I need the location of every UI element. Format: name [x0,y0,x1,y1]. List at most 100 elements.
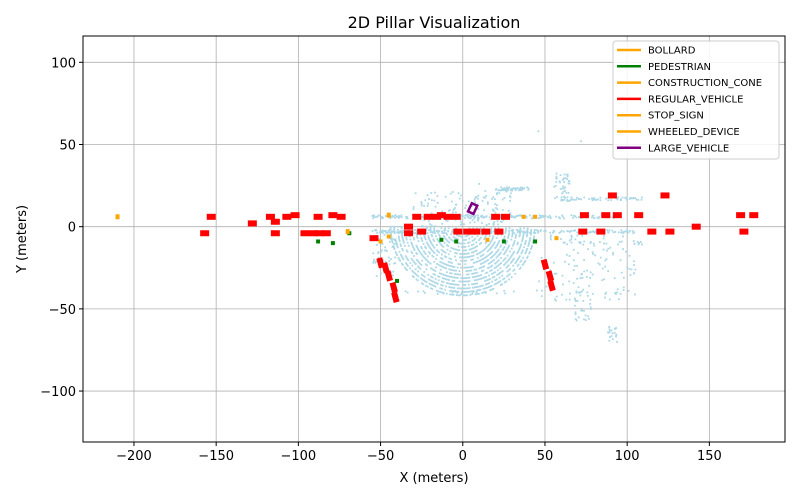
cloud-point [495,256,498,259]
cloud-point [494,262,496,265]
regular-vehicle-pillar [540,258,550,271]
cloud-point [488,274,490,277]
cloud-point [485,233,488,236]
cloud-point [459,194,462,197]
cloud-point [570,196,573,199]
cloud-point [489,262,491,264]
cloud-point [416,235,418,238]
cloud-point [525,230,528,233]
cloud-point [575,216,578,219]
cloud-point [415,233,418,236]
cloud-point [562,185,565,188]
cloud-point [588,285,590,287]
cloud-point [634,268,637,271]
cloud-point [377,251,380,253]
cloud-point [450,276,452,278]
cloud-point [633,272,635,275]
cloud-point [477,278,479,281]
cloud-point [392,238,395,241]
cloud-point [453,248,456,250]
cloud-point [620,198,623,201]
regular-vehicle-pillar [270,218,280,225]
cloud-point [460,242,462,245]
pedestrian-pillar [454,239,459,244]
cloud-point [608,339,611,342]
cloud-point [641,243,643,246]
cloud-point [476,275,479,277]
cloud-point [402,229,405,231]
cloud-point [467,277,469,279]
cloud-point [411,243,413,245]
cloud-point [485,223,488,226]
cloud-point [496,233,499,236]
cloud-point [564,190,566,192]
cloud-point [439,268,442,271]
y-tick-label: 50 [59,138,76,153]
cloud-point [446,248,449,251]
cloud-point [401,256,404,259]
cloud-point [505,266,508,269]
cloud-point [440,265,443,268]
cloud-point [508,232,510,235]
cloud-point [430,283,432,286]
cloud-point [473,268,476,271]
cloud-point [416,229,418,232]
cloud-point [506,260,509,263]
cloud-point [483,265,486,268]
regular-vehicle-pillar [579,212,589,219]
cloud-point [491,198,493,200]
cloud-point [421,282,423,285]
cloud-point [487,278,490,281]
cloud-point [453,208,456,210]
cloud-point [460,259,462,262]
cloud-point [593,198,595,201]
cloud-point [492,196,495,199]
cloud-point [566,173,569,176]
cloud-point [490,252,492,254]
cloud-point [591,251,594,254]
cloud-point [469,217,472,219]
cloud-point [389,217,392,219]
cloud-point [480,236,482,239]
cloud-point [522,233,525,236]
cloud-point [472,251,475,253]
cloud-point [448,236,450,239]
cloud-point [523,246,525,249]
bollard-pillar [115,214,120,220]
cloud-point [492,272,495,274]
regular-vehicle-pillar [453,228,463,235]
cloud-point [434,225,437,227]
cloud-point [475,286,478,288]
cloud-point [551,231,554,234]
cloud-point [480,258,483,261]
stop-sign-pillar [521,214,526,219]
cloud-point [448,268,451,271]
cloud-point [428,282,431,285]
cloud-point [418,261,420,264]
cloud-point [483,276,486,279]
cloud-point [449,282,451,285]
cloud-point [436,229,439,232]
cloud-point [504,257,507,260]
cloud-point [477,289,480,291]
large-vehicle-pillar [466,201,479,216]
cloud-point [423,219,426,221]
cloud-point [563,181,566,183]
cloud-point [421,278,424,281]
cloud-point [515,187,518,190]
cloud-point [443,242,446,244]
cloud-point [401,249,404,252]
cloud-point [488,223,490,225]
cloud-point [502,219,505,222]
cloud-point [563,173,566,176]
cloud-point [394,256,397,259]
cloud-point [543,230,546,233]
cloud-point [392,274,394,277]
cloud-point [634,293,636,296]
cloud-point [468,248,471,251]
regular-vehicle-pillar [290,212,300,219]
cloud-point [573,198,575,201]
cloud-point [578,216,581,219]
cloud-point [628,267,631,270]
cloud-point [440,291,443,294]
